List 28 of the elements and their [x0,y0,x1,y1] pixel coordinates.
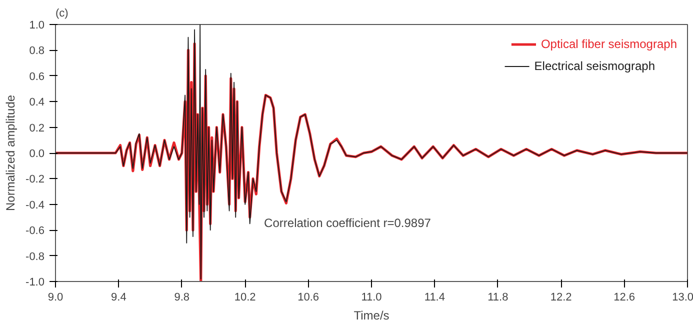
x-tick-label: 12.2 [550,292,572,304]
y-tick-label: -0.4 [26,199,45,212]
x-tick-label: 9.8 [174,292,190,304]
x-tick-label: 11.8 [488,292,508,304]
x-tick-label: 11.4 [424,292,445,304]
x-tick-label: 9.0 [48,292,64,304]
x-tick-label: 10.6 [298,292,320,304]
x-tick-label: 11.0 [361,292,382,304]
y-tick-label: 0.4 [29,96,45,109]
annotation: Correlation coefficient r=0.9897 [264,216,432,230]
y-tick-label: 1.0 [29,20,45,32]
x-axis-title: Time/s [354,308,390,322]
x-tick-label: 13.0 [672,292,693,304]
y-tick-label: 0.2 [29,122,45,134]
legend-label: Electrical seismograph [534,59,655,73]
y-axis-title: Normalized amplitude [4,94,18,212]
x-tick-label: 12.6 [614,292,636,304]
y-tick-label: 0.6 [29,70,45,83]
y-tick-label: -0.6 [26,225,45,238]
y-tick-label: -0.2 [26,174,45,186]
chart-title: (c) [56,8,68,20]
legend-label: Optical fiber seismograph [540,37,677,51]
y-tick-label: -0.8 [26,250,45,263]
y-tick-label: 0.0 [29,148,45,160]
x-tick-label: 10.2 [234,292,256,304]
y-tick-label: 0.8 [29,45,45,58]
y-tick-label: -1.0 [26,276,45,288]
x-tick-label: 9.4 [111,292,126,304]
